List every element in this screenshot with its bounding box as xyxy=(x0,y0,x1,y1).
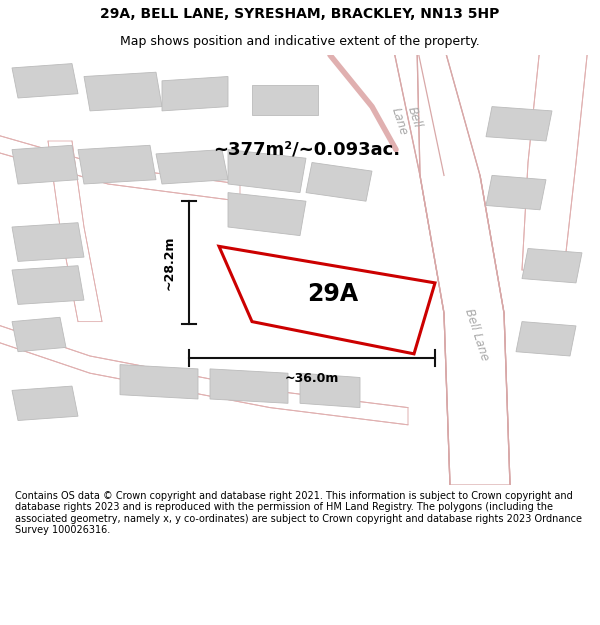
Polygon shape xyxy=(522,249,582,283)
Polygon shape xyxy=(486,107,552,141)
Polygon shape xyxy=(522,46,588,270)
Polygon shape xyxy=(516,322,576,356)
Polygon shape xyxy=(210,369,288,403)
Polygon shape xyxy=(120,364,198,399)
Polygon shape xyxy=(162,76,228,111)
Text: ~28.2m: ~28.2m xyxy=(163,235,176,290)
Polygon shape xyxy=(12,222,84,261)
Polygon shape xyxy=(12,386,78,421)
Polygon shape xyxy=(48,141,102,322)
Polygon shape xyxy=(12,266,84,304)
Polygon shape xyxy=(393,46,444,176)
Text: Contains OS data © Crown copyright and database right 2021. This information is : Contains OS data © Crown copyright and d… xyxy=(15,491,582,536)
Polygon shape xyxy=(420,176,510,485)
Text: Map shows position and indicative extent of the property.: Map shows position and indicative extent… xyxy=(120,35,480,48)
Polygon shape xyxy=(219,246,435,354)
Polygon shape xyxy=(84,72,162,111)
Polygon shape xyxy=(300,373,360,408)
Text: Bell
Lane: Bell Lane xyxy=(389,102,425,138)
Polygon shape xyxy=(78,145,156,184)
Text: 29A: 29A xyxy=(307,282,359,306)
Polygon shape xyxy=(486,176,546,210)
Polygon shape xyxy=(12,145,78,184)
Polygon shape xyxy=(417,46,510,485)
Polygon shape xyxy=(156,149,228,184)
Polygon shape xyxy=(12,64,78,98)
Polygon shape xyxy=(228,149,306,192)
Polygon shape xyxy=(0,322,408,425)
Text: Bell Lane: Bell Lane xyxy=(463,307,491,362)
Polygon shape xyxy=(252,85,318,115)
Text: 29A, BELL LANE, SYRESHAM, BRACKLEY, NN13 5HP: 29A, BELL LANE, SYRESHAM, BRACKLEY, NN13… xyxy=(100,7,500,21)
Polygon shape xyxy=(228,192,306,236)
Polygon shape xyxy=(12,318,66,352)
Polygon shape xyxy=(0,132,240,201)
Text: ~36.0m: ~36.0m xyxy=(285,372,339,385)
Polygon shape xyxy=(306,162,372,201)
Text: ~377m²/~0.093ac.: ~377m²/~0.093ac. xyxy=(213,141,400,159)
